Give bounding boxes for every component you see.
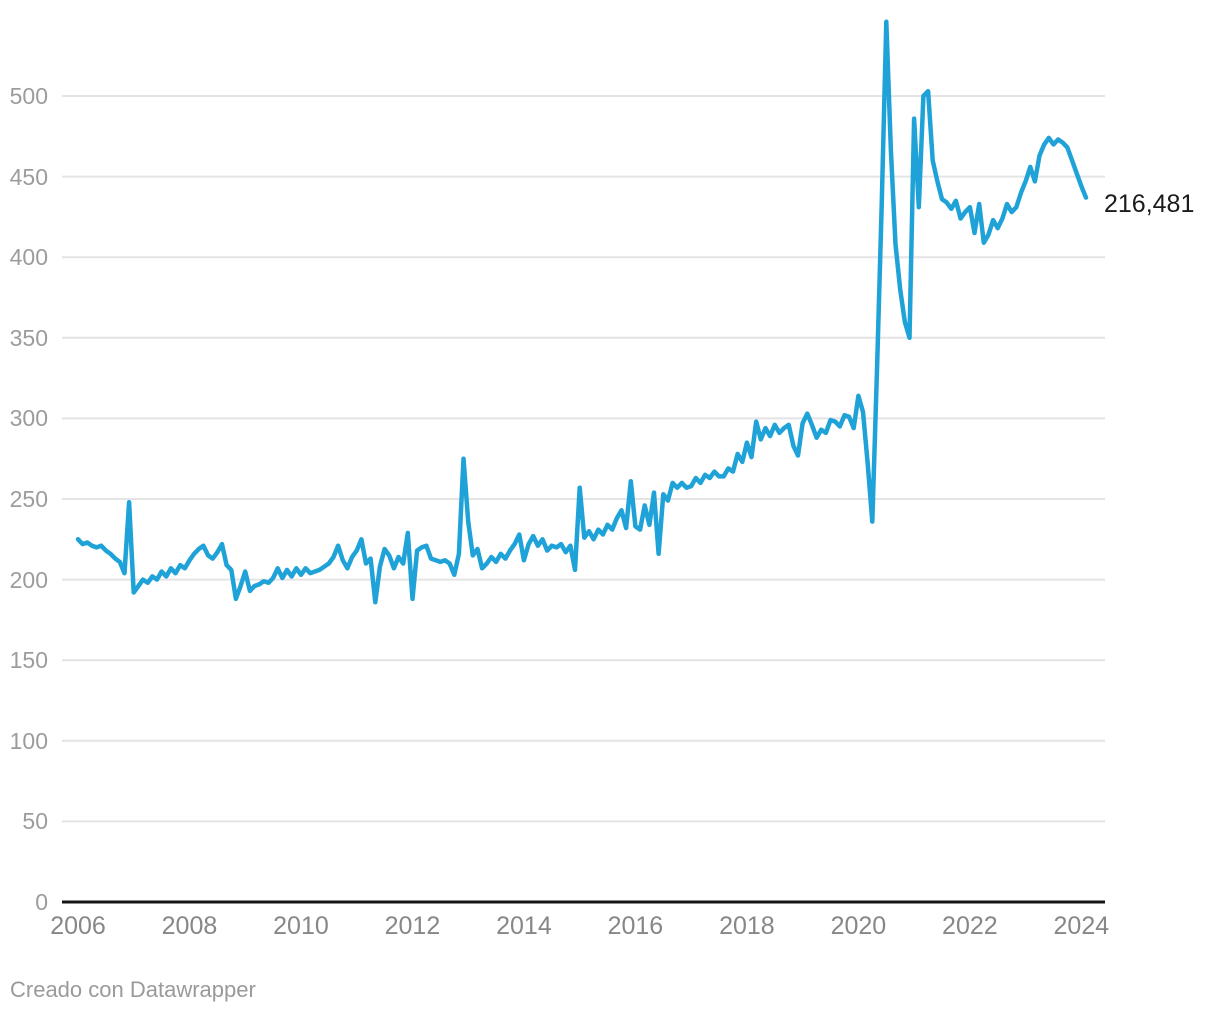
x-tick-label: 2006 (50, 912, 106, 940)
y-tick-label: 50 (22, 808, 48, 835)
y-tick-label: 400 (9, 244, 48, 271)
x-tick-label: 2010 (273, 912, 329, 940)
x-tick-label: 2012 (384, 912, 441, 940)
x-tick-label: 2016 (607, 912, 664, 940)
x-tick-label: 2024 (1053, 912, 1110, 940)
x-tick-label: 2020 (830, 912, 887, 940)
end-value-label: 216,481 (1104, 189, 1195, 218)
y-tick-label: 450 (9, 163, 48, 190)
y-tick-label: 350 (9, 324, 48, 351)
data-line[interactable] (75, 19, 1089, 605)
x-tick-label: 2014 (496, 912, 552, 940)
x-tick-label: 2022 (942, 912, 998, 940)
datawrapper-credit: Creado con Datawrapper (10, 977, 256, 1002)
x-tick-label: 2008 (161, 912, 218, 940)
y-tick-label: 500 (9, 83, 48, 109)
y-tick-label: 300 (9, 405, 48, 432)
y-tick-label: 100 (9, 727, 48, 754)
x-tick-label: 2018 (719, 912, 775, 940)
y-tick-label: 200 (9, 566, 48, 593)
y-tick-label: 0 (35, 889, 48, 915)
y-tick-label: 150 (9, 647, 48, 674)
y-tick-label: 250 (9, 486, 48, 512)
